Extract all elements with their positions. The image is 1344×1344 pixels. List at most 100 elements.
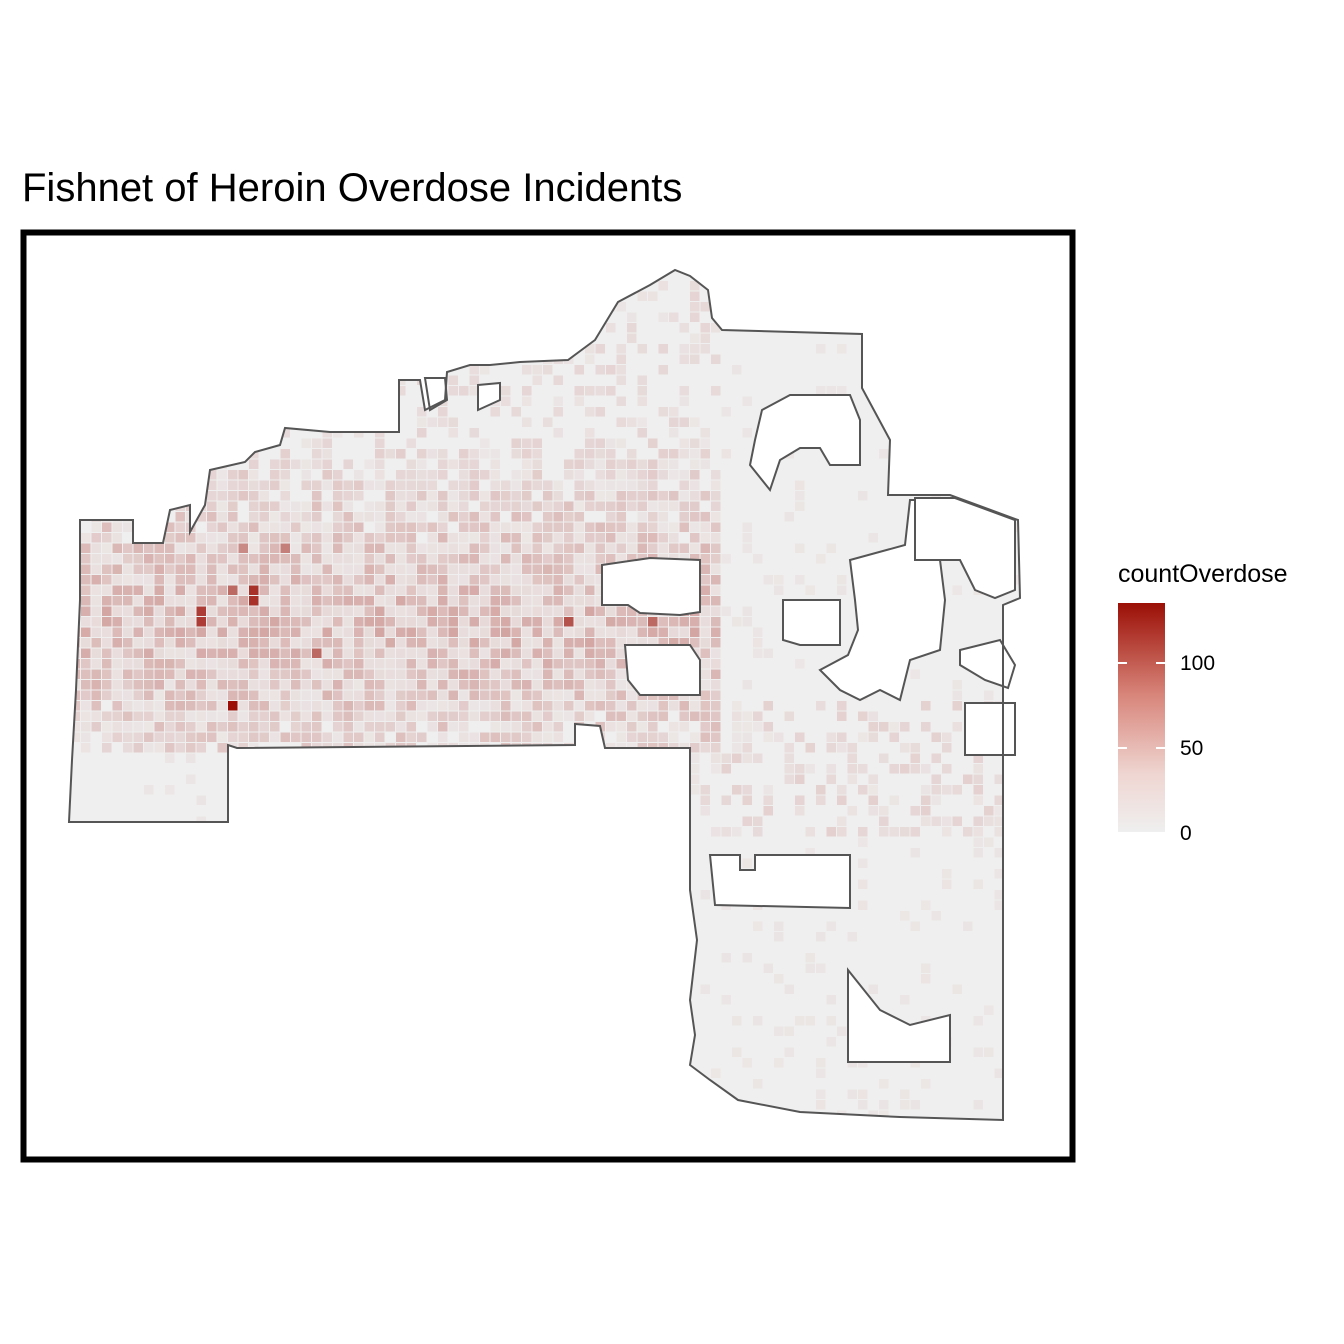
fishnet-cell <box>585 501 595 511</box>
fishnet-cell <box>123 638 133 648</box>
fishnet-cell <box>490 722 500 732</box>
fishnet-cell <box>606 459 616 469</box>
fishnet-cell <box>690 470 700 480</box>
fishnet-cell <box>459 533 469 543</box>
fishnet-cell <box>175 680 185 690</box>
fishnet-cell <box>532 669 542 679</box>
fishnet-cell <box>343 648 353 658</box>
fishnet-cell <box>585 428 595 438</box>
fishnet-cell <box>616 375 626 385</box>
fishnet-cell <box>805 848 815 858</box>
fishnet-cell <box>196 659 206 669</box>
fishnet-cell <box>291 596 301 606</box>
fishnet-cell <box>732 732 742 742</box>
fishnet-cell <box>81 669 91 679</box>
fishnet-cell <box>711 617 721 627</box>
fishnet-cell <box>480 690 490 700</box>
fishnet-cell <box>438 501 448 511</box>
fishnet-cell <box>574 627 584 637</box>
fishnet-cell <box>511 407 521 417</box>
fishnet-cell <box>385 638 395 648</box>
fishnet-cell <box>501 680 511 690</box>
fishnet-cell <box>154 606 164 616</box>
fishnet-cell <box>333 617 343 627</box>
fishnet-cell <box>564 669 574 679</box>
fishnet-cell <box>721 449 731 459</box>
fishnet-cell <box>333 711 343 721</box>
fishnet-cell <box>448 659 458 669</box>
fishnet-cell <box>879 449 889 459</box>
fishnet-cell <box>784 512 794 522</box>
fishnet-cell <box>469 533 479 543</box>
fishnet-cell <box>522 470 532 480</box>
fishnet-cell <box>186 711 196 721</box>
fishnet-cell <box>931 911 941 921</box>
fishnet-cell <box>889 795 899 805</box>
fishnet-cell <box>228 564 238 574</box>
fishnet-cell <box>732 701 742 711</box>
fishnet-cell <box>879 1079 889 1089</box>
fishnet-cell <box>312 438 322 448</box>
fishnet-cell <box>196 596 206 606</box>
fishnet-cell <box>574 680 584 690</box>
fishnet-cell <box>207 554 217 564</box>
fishnet-cell <box>91 617 101 627</box>
fishnet-cell <box>280 491 290 501</box>
fishnet-cell <box>196 701 206 711</box>
fishnet-cell <box>123 722 133 732</box>
fishnet-cell <box>711 606 721 616</box>
fishnet-cell <box>490 690 500 700</box>
fishnet-cell <box>217 701 227 711</box>
fishnet-cell <box>238 470 248 480</box>
fishnet-cell <box>165 659 175 669</box>
fishnet-cell <box>753 1016 763 1026</box>
fishnet-cell <box>364 680 374 690</box>
legend-tick-mark <box>1118 747 1127 749</box>
fishnet-cell <box>847 806 857 816</box>
fishnet-cell <box>333 690 343 700</box>
fishnet-cell <box>700 711 710 721</box>
fishnet-cell <box>333 648 343 658</box>
fishnet-cell <box>438 575 448 585</box>
fishnet-cell <box>553 606 563 616</box>
fishnet-cell <box>417 428 427 438</box>
fishnet-cell <box>585 459 595 469</box>
fishnet-cell <box>700 533 710 543</box>
fishnet-cell <box>364 554 374 564</box>
fishnet-cell <box>154 732 164 742</box>
fishnet-cell <box>417 732 427 742</box>
fishnet-cell <box>438 554 448 564</box>
fishnet-cell <box>291 585 301 595</box>
fishnet-cell <box>490 470 500 480</box>
fishnet-cell <box>679 480 689 490</box>
fishnet-cell <box>700 323 710 333</box>
fishnet-cell <box>249 659 259 669</box>
fishnet-cell <box>595 438 605 448</box>
fishnet-cell <box>679 470 689 480</box>
legend-tick-label: 50 <box>1180 737 1204 760</box>
fishnet-cell <box>574 449 584 459</box>
fishnet-cell <box>333 501 343 511</box>
fishnet-cell <box>700 701 710 711</box>
fishnet-cell <box>375 554 385 564</box>
fishnet-cell <box>984 1005 994 1015</box>
fishnet-cell <box>501 690 511 700</box>
fishnet-cell <box>522 575 532 585</box>
fishnet-cell <box>249 669 259 679</box>
fishnet-cell <box>312 512 322 522</box>
fishnet-cell <box>228 627 238 637</box>
fishnet-cell <box>375 522 385 532</box>
fishnet-cell <box>459 627 469 637</box>
fishnet-cell <box>532 680 542 690</box>
fishnet-cell <box>585 711 595 721</box>
fishnet-cell <box>490 732 500 742</box>
fishnet-cell <box>406 638 416 648</box>
fishnet-cell <box>921 722 931 732</box>
fishnet-cell <box>301 722 311 732</box>
fishnet-cell <box>522 501 532 511</box>
fishnet-cell <box>700 638 710 648</box>
fishnet-cell <box>427 606 437 616</box>
fishnet-cell <box>616 732 626 742</box>
fishnet-cell <box>154 638 164 648</box>
fishnet-cell <box>123 659 133 669</box>
